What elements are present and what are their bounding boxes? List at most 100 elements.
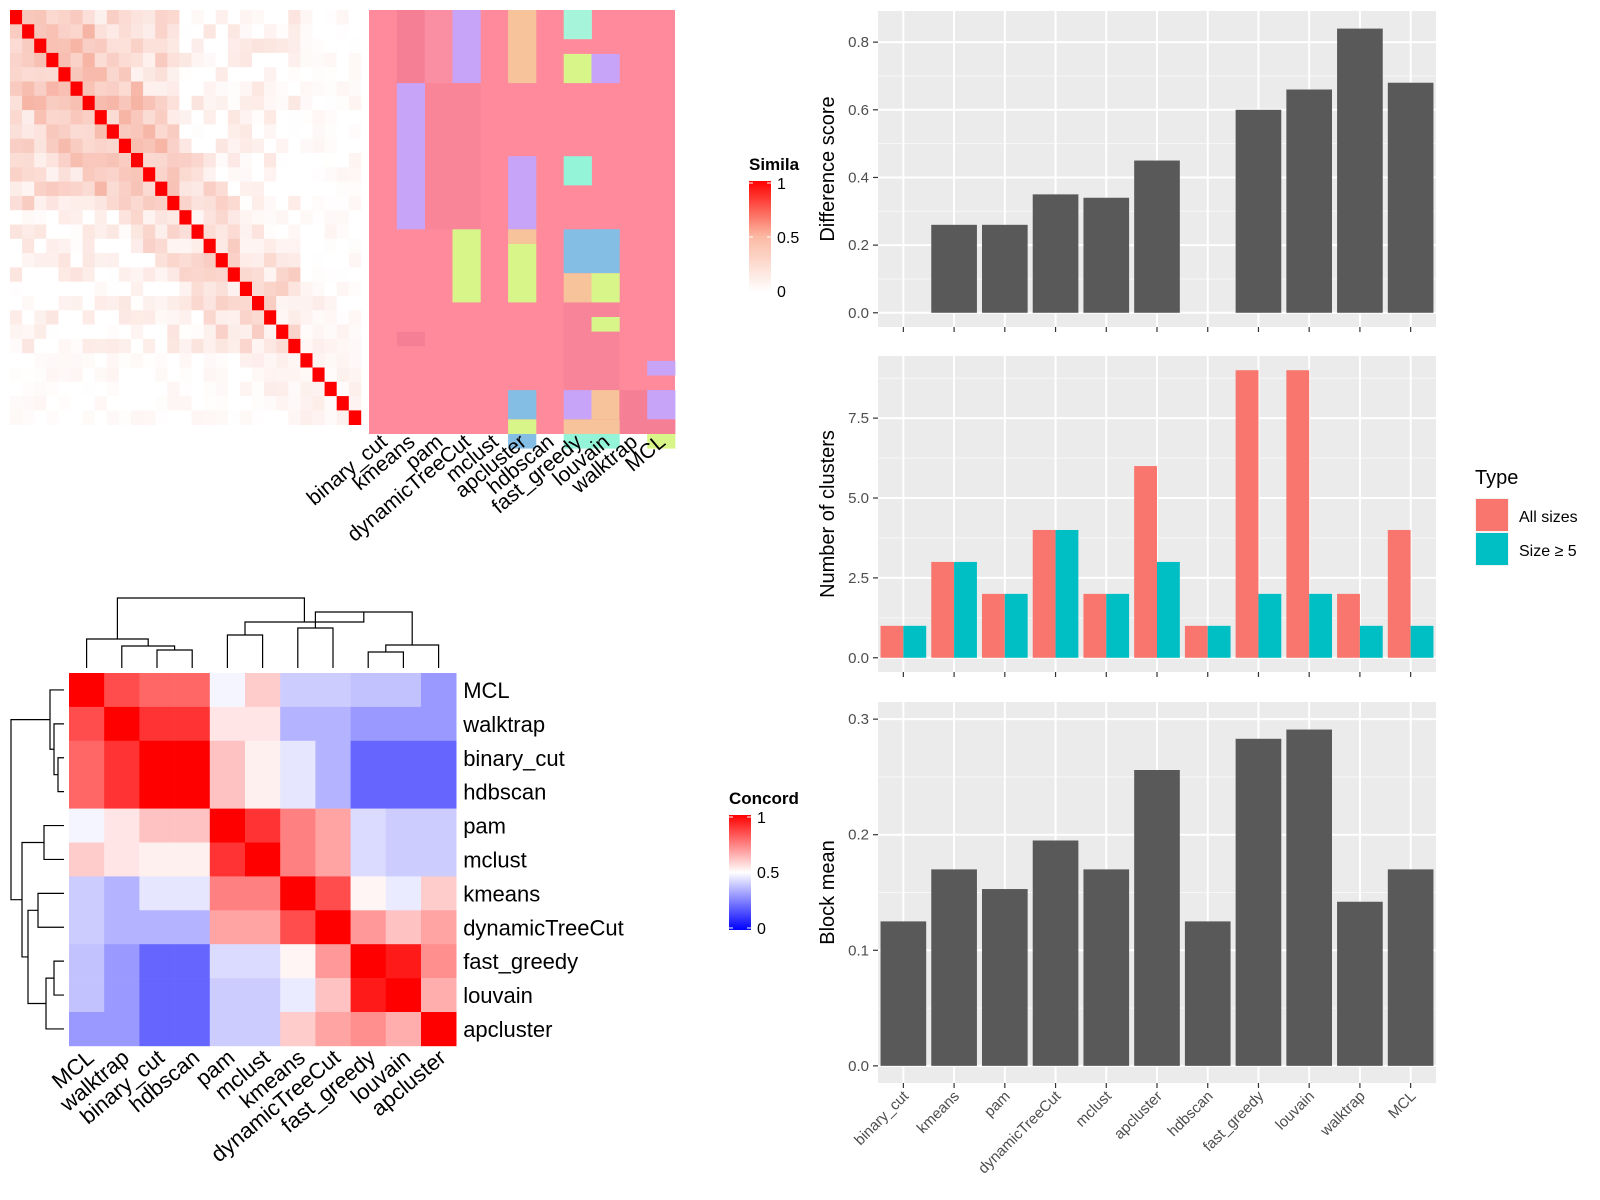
x-tick-label-walktrap: walktrap [1317,1088,1369,1140]
similarity-cell [203,153,216,168]
similarity-cell [131,267,144,282]
similarity-cell [336,95,350,111]
similarity-cell [46,24,59,39]
similarity-cell [106,410,120,425]
similarity-cell [131,224,144,240]
similarity-cell [167,367,180,383]
similarity-cell [94,324,108,340]
similarity-cell [179,238,192,254]
concordance-heatmap [69,673,457,1047]
similarity-cell [276,124,289,139]
concordance-cell [245,910,281,945]
bar-pam-size-ge5 [1004,593,1028,658]
similarity-cell [94,410,108,425]
similarity-cell [131,138,144,154]
concordance-cell [69,673,105,708]
concordance-cell [421,978,457,1013]
similarity-cell [300,195,313,211]
annotation-block [591,434,620,449]
similarity-cell [215,210,229,225]
similarity-cell [264,253,277,268]
concordance-cell [139,876,175,911]
similarity-heatmap [10,10,362,425]
concordance-cell [421,774,457,809]
similarity-cell [215,124,229,139]
concordance-cell [245,944,281,979]
similarity-cell [252,24,265,39]
similarity-cell [203,410,216,425]
similarity-cell [70,367,83,383]
similarity-cell [252,310,265,325]
similarity-cell [167,195,180,211]
similarity-cell [276,153,289,168]
similarity-cell [22,138,35,154]
similarity-cell [203,138,216,154]
similarity-cell [179,81,192,97]
similarity-cell [203,338,216,354]
type-legend: Type All sizes Size ≥ 5 [1475,467,1578,566]
similarity-cell [131,396,144,411]
row-label-dynamicTreeCut: dynamicTreeCut [463,915,624,940]
similarity-cell [118,24,132,39]
similarity-cell [227,324,241,340]
similarity-cell [203,310,216,325]
similarity-cell [348,24,362,39]
similarity-cell [239,95,253,111]
similarity-cell [312,267,325,282]
similarity-cell [167,38,180,54]
similarity-cell [34,95,47,111]
similarity-cell [167,95,180,111]
concordance-cell [174,876,211,911]
similarity-cell [58,110,71,125]
concordance-cell [139,842,175,877]
dendrogram-branch [385,644,440,668]
legend-swatch-all-sizes [1476,499,1508,531]
similarity-cell [10,81,23,97]
similarity-cell [94,310,108,325]
similarity-cell [94,253,108,268]
concordance-cell [139,808,175,843]
similarity-cell [34,52,47,68]
concordance-cell [174,706,211,742]
concordance-cell [421,808,457,843]
similarity-legend-tick-label: 1 [777,176,786,193]
concordance-legend-tick-label: 0 [757,921,766,938]
bar-mclust-all-sizes [1083,593,1107,658]
similarity-cell [22,24,35,39]
similarity-cell [239,38,253,54]
similarity-cell [46,167,59,182]
similarity-cell [348,124,362,139]
similarity-cell [94,52,108,68]
similarity-cell [203,110,216,125]
similarity-cell [239,381,253,397]
similarity-cell [22,52,35,68]
similarity-cell [167,296,180,311]
similarity-cell [227,67,241,82]
concordance-cell [350,978,387,1013]
concordance-cell [280,978,316,1013]
similarity-cell [264,338,277,354]
similarity-cell [94,10,108,25]
similarity-cell [34,338,47,354]
similarity-cell [167,210,180,225]
similarity-cell [155,195,168,211]
similarity-cell [276,281,289,297]
similarity-cell [191,224,204,240]
similarity-cell [215,181,229,197]
similarity-cell [82,367,95,383]
similarity-cell [34,10,47,25]
similarity-cell [179,138,192,154]
similarity-cell [203,367,216,383]
similarity-cell [10,267,23,282]
concordance-cell [209,740,246,775]
similarity-cell [264,95,277,111]
similarity-cell [94,267,108,282]
similarity-cell [288,110,301,125]
similarity-cell [131,110,144,125]
concordance-cell [280,706,316,742]
dendrogram-branch [21,841,44,958]
row-label-apcluster: apcluster [463,1017,552,1042]
similarity-cell [252,238,265,254]
concordance-cell [245,740,281,775]
